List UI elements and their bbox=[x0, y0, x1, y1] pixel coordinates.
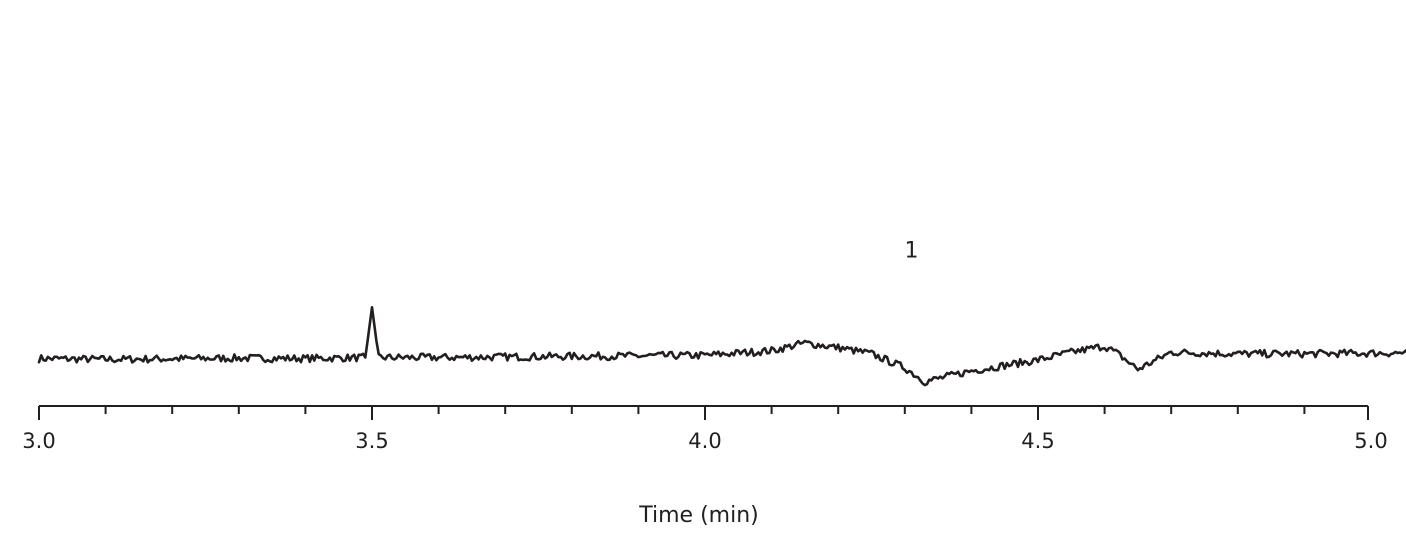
peak-label: 1 bbox=[904, 239, 918, 264]
x-axis: 3.03.54.04.55.05.56.06.5 bbox=[22, 405, 1388, 453]
x-axis-title: Time (min) bbox=[638, 503, 759, 528]
x-tick-label: 3.0 bbox=[22, 429, 55, 453]
x-tick-label: 4.5 bbox=[1021, 429, 1054, 453]
x-tick-label: 4.0 bbox=[688, 429, 721, 453]
chromatogram-trace bbox=[37, 306, 1406, 387]
x-tick-label: 5.0 bbox=[1354, 429, 1387, 453]
x-tick-label: 3.5 bbox=[355, 429, 388, 453]
plot-area: 12 bbox=[37, 239, 1406, 387]
